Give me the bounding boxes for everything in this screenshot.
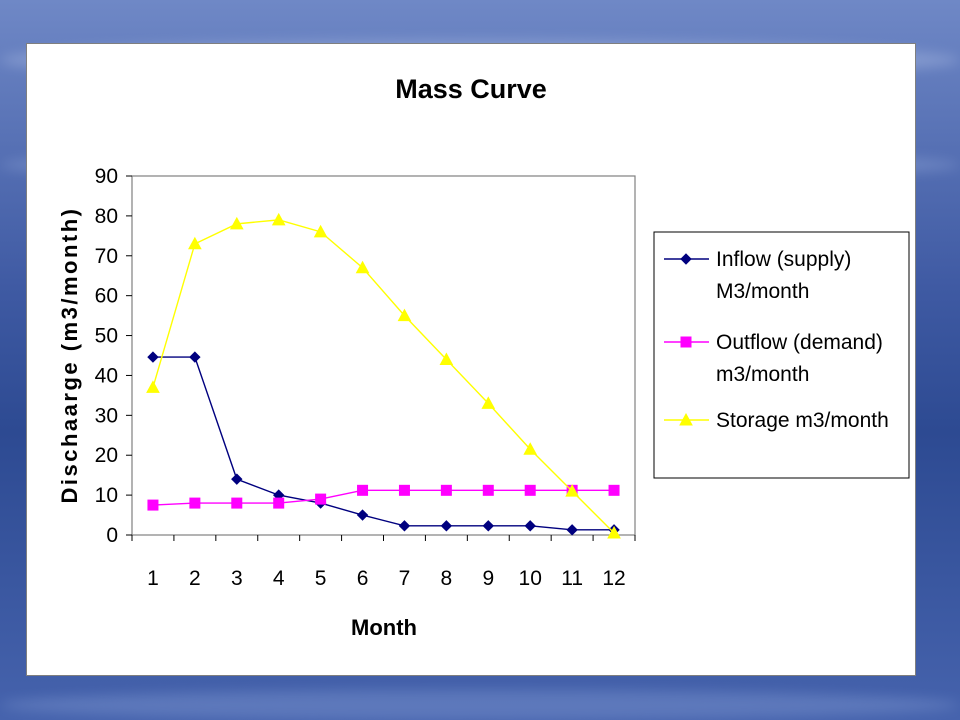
series-diamond bbox=[147, 351, 620, 536]
data-point bbox=[189, 497, 201, 509]
series-line bbox=[152, 356, 615, 531]
series-layer bbox=[146, 212, 621, 539]
data-point bbox=[273, 497, 285, 509]
data-point bbox=[231, 473, 243, 485]
data-point bbox=[482, 484, 494, 496]
legend-label: Outflow (demand) bbox=[716, 331, 883, 354]
chart-title: Mass Curve bbox=[395, 74, 547, 104]
y-axis: 0 10 20 30 40 50 60 70 80 90 bbox=[95, 165, 132, 547]
y-tick-label: 40 bbox=[95, 364, 118, 387]
y-tick-label: 30 bbox=[95, 404, 118, 427]
data-point bbox=[680, 336, 692, 348]
data-point bbox=[231, 497, 243, 509]
data-point bbox=[607, 525, 621, 539]
y-tick-label: 0 bbox=[106, 524, 118, 547]
x-tick-label: 9 bbox=[482, 567, 494, 590]
x-axis: 1 2 3 4 5 6 7 8 9 10 11 12 bbox=[131, 535, 636, 590]
data-point bbox=[229, 216, 244, 230]
data-point bbox=[566, 524, 578, 536]
data-point bbox=[398, 520, 411, 532]
legend-box bbox=[653, 231, 910, 479]
y-tick-label: 10 bbox=[95, 484, 118, 507]
x-tick-label: 1 bbox=[147, 567, 159, 590]
data-point bbox=[524, 520, 536, 532]
legend-entry: Inflow (supply) M3/month bbox=[664, 248, 851, 303]
data-point bbox=[313, 224, 328, 238]
data-point bbox=[481, 396, 496, 409]
data-point bbox=[356, 509, 369, 521]
data-point bbox=[565, 484, 579, 497]
y-tick-label: 70 bbox=[95, 245, 118, 268]
data-point bbox=[523, 442, 538, 455]
data-point bbox=[189, 351, 201, 363]
data-point bbox=[398, 484, 410, 496]
data-point bbox=[188, 236, 202, 250]
data-point bbox=[524, 484, 536, 496]
legend: Inflow (supply) M3/month Outflow (demand) m… bbox=[664, 248, 889, 432]
data-point bbox=[355, 260, 370, 274]
y-tick-label: 90 bbox=[95, 165, 118, 188]
x-tick-label: 4 bbox=[273, 567, 285, 590]
data-point bbox=[147, 499, 159, 511]
x-tick-label: 10 bbox=[519, 567, 542, 590]
y-tick-label: 60 bbox=[95, 285, 118, 308]
data-point bbox=[146, 380, 160, 393]
series-triangle bbox=[146, 212, 621, 539]
data-point bbox=[397, 308, 412, 322]
data-point bbox=[147, 351, 159, 363]
series-line bbox=[152, 489, 615, 506]
x-tick-label: 11 bbox=[561, 567, 583, 590]
data-point bbox=[271, 212, 286, 226]
data-point bbox=[440, 484, 452, 496]
x-tick-label: 12 bbox=[602, 567, 625, 590]
legend-label: Inflow (supply) bbox=[716, 248, 851, 271]
legend-label: m3/month bbox=[716, 363, 809, 386]
y-tick-label: 50 bbox=[95, 325, 118, 348]
x-tick-label: 3 bbox=[231, 567, 243, 590]
legend-label: M3/month bbox=[716, 280, 809, 303]
legend-entry: Storage m3/month bbox=[664, 409, 889, 432]
data-point bbox=[608, 484, 620, 496]
series-line bbox=[152, 219, 615, 534]
x-tick-label: 5 bbox=[315, 567, 327, 590]
y-tick-label: 80 bbox=[95, 205, 118, 228]
data-point bbox=[679, 412, 693, 426]
data-point bbox=[482, 520, 494, 532]
legend-entry: Outflow (demand) m3/month bbox=[664, 331, 883, 386]
data-point bbox=[680, 253, 692, 265]
data-point bbox=[315, 493, 327, 505]
y-axis-title: Dischaarge (m3/month) bbox=[57, 207, 82, 504]
plot-area bbox=[131, 175, 636, 536]
x-tick-label: 2 bbox=[189, 567, 201, 590]
y-tick-label: 20 bbox=[95, 444, 118, 467]
x-tick-label: 6 bbox=[357, 567, 369, 590]
data-point bbox=[357, 484, 369, 496]
legend-label: Storage m3/month bbox=[716, 409, 889, 432]
x-tick-label: 7 bbox=[399, 567, 411, 590]
x-axis-title: Month bbox=[351, 615, 417, 640]
x-tick-label: 8 bbox=[441, 567, 453, 590]
data-point bbox=[440, 520, 453, 532]
data-point bbox=[439, 352, 454, 365]
